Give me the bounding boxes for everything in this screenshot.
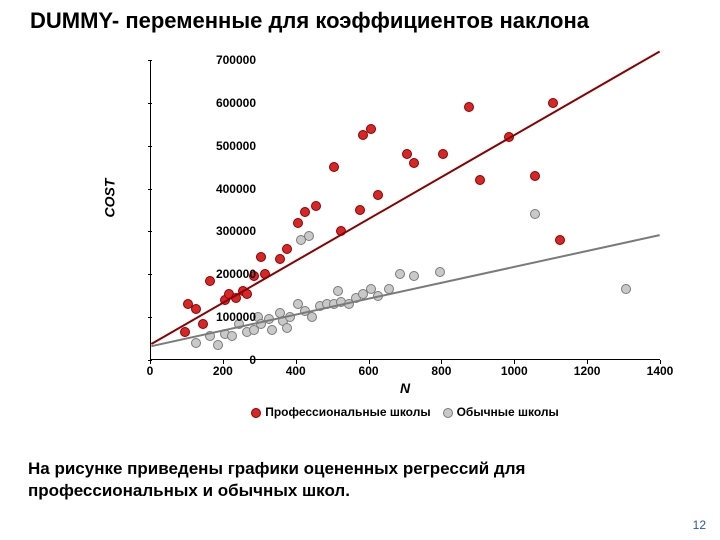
y-tick-label: 200000 xyxy=(156,267,256,281)
y-tick-label: 500000 xyxy=(156,139,256,153)
x-tick-label: 1200 xyxy=(567,364,607,378)
page-title: DUMMY- переменные для коэффициентов накл… xyxy=(0,0,720,38)
legend-item: Профессиональные школы xyxy=(251,405,430,419)
legend-marker-icon xyxy=(443,408,453,418)
y-tick-label: 700000 xyxy=(156,53,256,67)
x-tick-label: 800 xyxy=(421,364,461,378)
page-number: 12 xyxy=(693,518,706,532)
caption-text: На рисунке приведены графики оцененных р… xyxy=(28,458,688,502)
x-tick-label: 1000 xyxy=(494,364,534,378)
y-axis-label: COST xyxy=(101,179,117,218)
legend-label: Обычные школы xyxy=(457,405,559,419)
y-tick-label: 300000 xyxy=(156,224,256,238)
x-tick-label: 400 xyxy=(276,364,316,378)
x-tick-label: 1400 xyxy=(640,364,680,378)
x-tick-label: 600 xyxy=(349,364,389,378)
legend-marker-icon xyxy=(251,408,261,418)
x-axis-label: N xyxy=(150,380,660,396)
legend-item: Обычные школы xyxy=(443,405,559,419)
y-tick-label: 400000 xyxy=(156,182,256,196)
x-tick-label: 0 xyxy=(130,364,170,378)
regression-line xyxy=(151,235,659,346)
scatter-chart: COST N Профессиональные школыОбычные шко… xyxy=(60,50,680,410)
x-tick-label: 200 xyxy=(203,364,243,378)
y-tick-label: 100000 xyxy=(156,310,256,324)
legend: Профессиональные школы Обычные школы xyxy=(150,405,660,419)
legend-label: Профессиональные школы xyxy=(265,405,430,419)
y-tick-label: 600000 xyxy=(156,96,256,110)
